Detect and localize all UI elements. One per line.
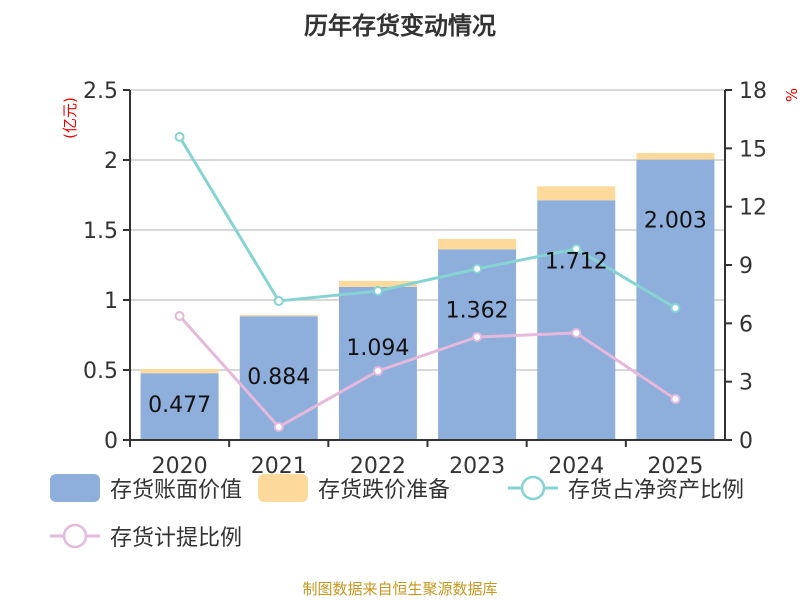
right-tick-label: 12 bbox=[739, 196, 767, 221]
line-point bbox=[472, 263, 483, 274]
right-axis-label: % bbox=[783, 88, 800, 102]
bar-value-label: 0.477 bbox=[148, 393, 211, 418]
chart-title: 历年存货变动情况 bbox=[304, 12, 496, 40]
x-tick-label: 2023 bbox=[449, 454, 505, 479]
legend-label: 存货跌价准备 bbox=[318, 478, 450, 503]
left-tick-label: 0 bbox=[104, 429, 118, 454]
x-tick-label: 2020 bbox=[152, 454, 208, 479]
bar-book-value bbox=[239, 316, 318, 440]
right-tick-label: 6 bbox=[739, 312, 753, 337]
line-point bbox=[670, 302, 681, 313]
legend-marker bbox=[520, 475, 546, 501]
left-axis-label: (亿元) bbox=[61, 97, 79, 139]
right-tick-label: 18 bbox=[739, 79, 767, 104]
bar-value-label: 1.094 bbox=[346, 336, 409, 361]
left-tick-label: 2.5 bbox=[83, 79, 118, 104]
bar-book-value bbox=[537, 200, 616, 440]
line-point bbox=[372, 365, 383, 376]
legend-label: 存货占净资产比例 bbox=[568, 478, 744, 503]
bar-book-value bbox=[140, 373, 219, 440]
line-point bbox=[571, 328, 582, 339]
right-tick-label: 9 bbox=[739, 254, 753, 279]
line-2 bbox=[178, 136, 677, 310]
left-tick-label: 0.5 bbox=[83, 359, 118, 384]
legend-swatch bbox=[258, 474, 308, 502]
bar-reserve bbox=[239, 314, 318, 317]
bar-value-label: 0.884 bbox=[247, 365, 310, 390]
right-tick-label: 3 bbox=[739, 371, 753, 396]
line-3 bbox=[178, 314, 677, 429]
bar-book-value bbox=[338, 286, 417, 440]
legend-label: 存货账面价值 bbox=[110, 478, 242, 503]
line-point bbox=[174, 131, 185, 142]
right-tick-label: 15 bbox=[739, 137, 767, 162]
left-tick-label: 1 bbox=[104, 289, 118, 314]
legend-swatch bbox=[50, 474, 100, 502]
bar-reserve bbox=[636, 153, 715, 160]
line-point bbox=[273, 295, 284, 306]
line-point bbox=[571, 243, 582, 254]
source-note: 制图数据来自恒生聚源数据库 bbox=[302, 580, 498, 598]
bar-reserve bbox=[140, 369, 219, 374]
line-point bbox=[472, 331, 483, 342]
x-tick-label: 2024 bbox=[548, 454, 604, 479]
line-point bbox=[273, 421, 284, 432]
bar-book-value bbox=[636, 159, 715, 440]
line-point bbox=[174, 310, 185, 321]
bar-reserve bbox=[438, 238, 517, 250]
left-tick-label: 1.5 bbox=[83, 219, 118, 244]
right-tick-label: 0 bbox=[739, 429, 753, 454]
x-tick-label: 2022 bbox=[350, 454, 406, 479]
legend-marker bbox=[62, 523, 88, 549]
x-tick-label: 2025 bbox=[647, 454, 703, 479]
bar-reserve bbox=[537, 186, 616, 201]
bar-reserve bbox=[338, 280, 417, 287]
bar-value-label: 1.362 bbox=[446, 298, 509, 323]
bar-value-label: 2.003 bbox=[644, 209, 707, 234]
legend-label: 存货计提比例 bbox=[110, 526, 242, 551]
bar-book-value bbox=[438, 249, 517, 440]
left-tick-label: 2 bbox=[104, 149, 118, 174]
line-point bbox=[670, 393, 681, 404]
bar-value-label: 1.712 bbox=[545, 249, 608, 274]
line-point bbox=[372, 286, 383, 297]
